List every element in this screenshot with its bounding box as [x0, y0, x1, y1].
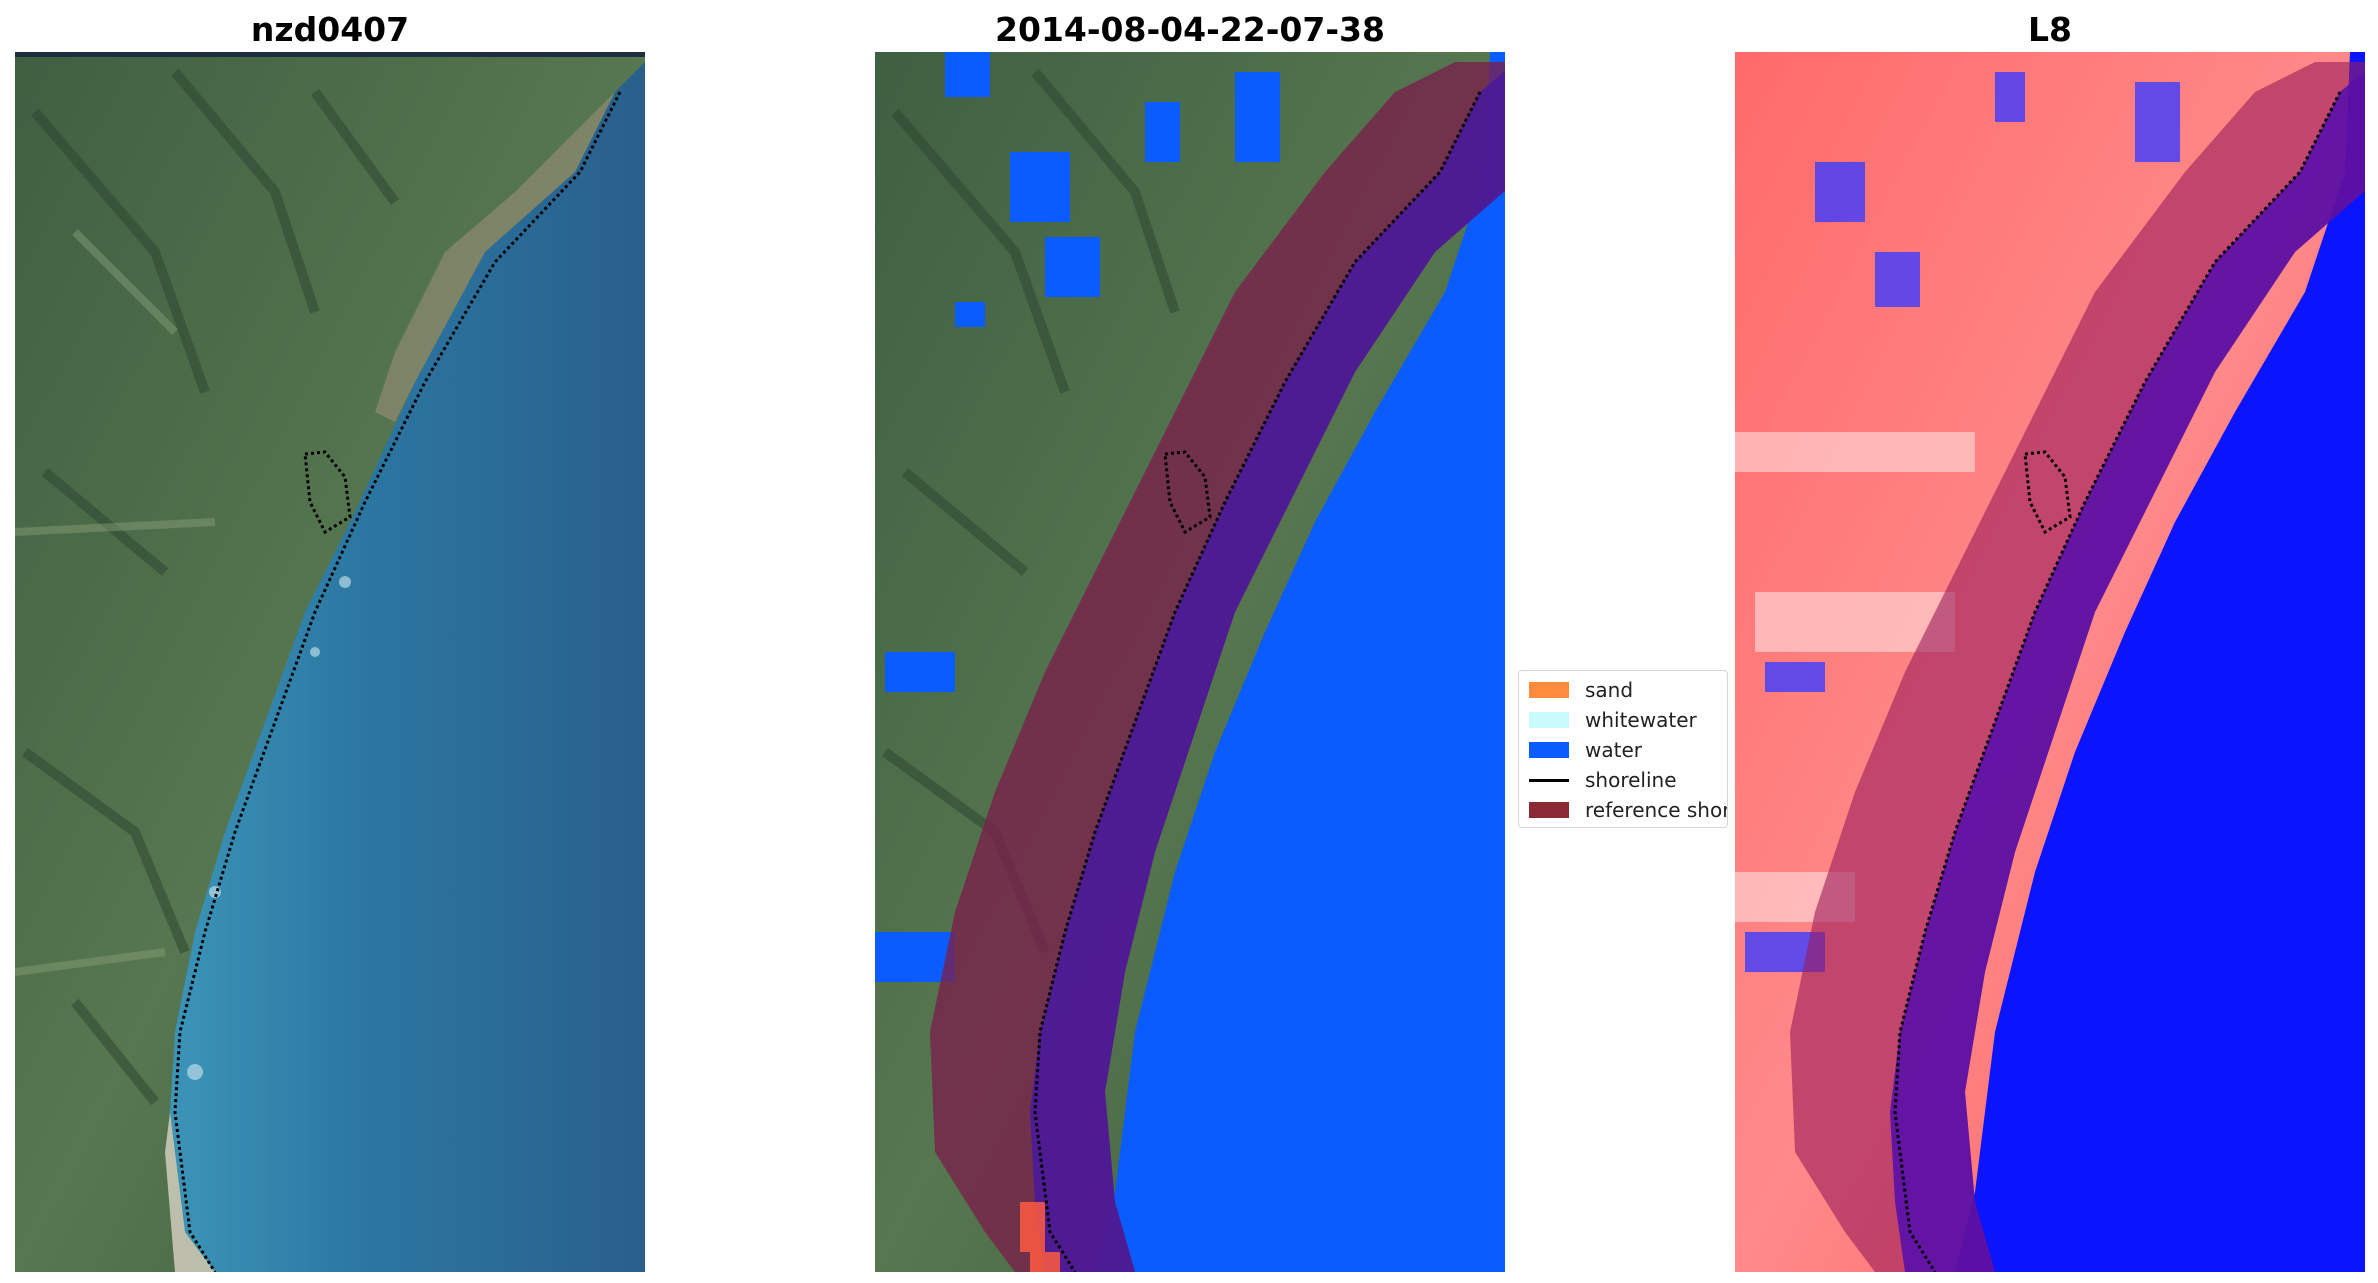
water-swatch [1529, 742, 1569, 758]
panel-title-index: L8 [2028, 10, 2072, 49]
shoreline-contour [1893, 91, 2342, 1272]
panel-title-rgb: nzd0407 [250, 10, 410, 49]
legend: sand whitewater water shoreline referenc… [1518, 670, 1728, 828]
panel-title-classified: 2014-08-04-22-07-38 [995, 10, 1385, 49]
legend-item-sand: sand [1529, 678, 1633, 702]
classified-image-panel [875, 52, 1505, 1272]
reference-buffer-swatch [1529, 802, 1569, 818]
whitewater-swatch [1529, 712, 1569, 728]
shoreline-contour [1033, 91, 1482, 1272]
classification-map [875, 52, 1505, 1272]
rgb-image-panel [15, 52, 645, 1272]
legend-item-shoreline: shoreline [1529, 768, 1677, 792]
water-index-map [1735, 52, 2365, 1272]
legend-item-reference-shoreline: reference shoreline buffer [1529, 798, 1727, 822]
index-image-panel [1735, 52, 2365, 1272]
shoreline-line-swatch [1529, 778, 1569, 782]
legend-item-water: water [1529, 738, 1642, 762]
rgb-satellite-image [15, 52, 645, 1272]
sand-swatch [1529, 682, 1569, 698]
shoreline-contour [173, 91, 622, 1272]
legend-item-whitewater: whitewater [1529, 708, 1697, 732]
